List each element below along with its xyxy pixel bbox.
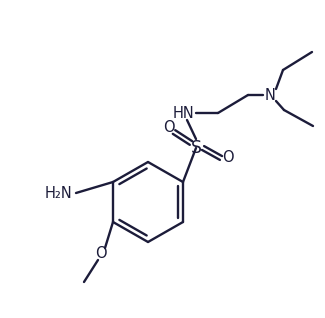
Text: N: N [265,87,276,102]
Text: O: O [163,120,175,135]
Text: O: O [222,150,234,165]
Text: O: O [95,245,107,260]
Text: H₂N: H₂N [44,185,72,201]
Text: HN: HN [173,106,195,121]
Text: S: S [190,139,202,157]
